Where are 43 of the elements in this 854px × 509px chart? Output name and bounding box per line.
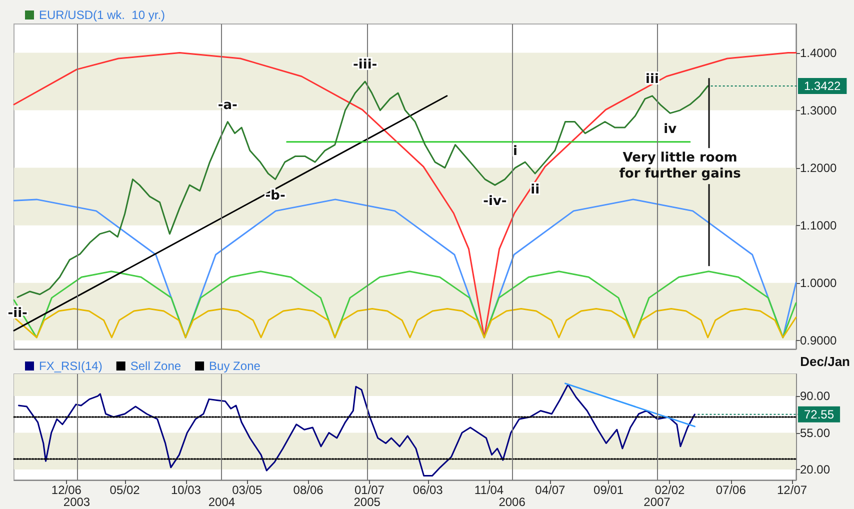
x-tick-label: 10/03 [170, 483, 202, 497]
y-tick-label: 1.3000 [800, 103, 838, 118]
x-tick-label: 11/04 [474, 483, 504, 497]
x-tick-label: 04/07 [535, 483, 566, 497]
annotation: iv [664, 122, 678, 138]
x-tick-label: 07/06 [716, 483, 746, 497]
annotation: -iv- [483, 194, 507, 210]
ref-line-label: 2006 [498, 495, 526, 509]
legend-label: Buy Zone [209, 359, 261, 373]
y-tick-label: 1.4000 [800, 46, 838, 60]
annotation: Very little room for further gains [619, 150, 742, 182]
ref-line-label: 2004 [208, 495, 236, 509]
x-tick-label: 03/05 [232, 483, 262, 497]
y-tick-label: 55.00 [800, 426, 830, 440]
ref-line-label: 2007 [644, 495, 671, 509]
ref-line-label: 2005 [354, 495, 381, 509]
x-tick-label: 06/03 [412, 483, 444, 497]
legend-label: FX_RSI(14) [39, 359, 102, 373]
annotation: iii [646, 72, 659, 87]
y-tick-label: 0.9000 [800, 333, 838, 348]
ref-line-label: 2003 [63, 495, 90, 509]
x-tick-label: 12/06 [51, 483, 82, 497]
annotation: i [512, 144, 518, 159]
x-tick-label: 01/07 [354, 483, 385, 497]
y-tick-label: 1.1000 [800, 218, 838, 232]
annotation: 1.3422 [804, 79, 842, 94]
legend-label: Sell Zone [130, 359, 182, 373]
annotation: -b- [265, 188, 286, 204]
x-tick-label: 08/06 [293, 483, 324, 497]
x-tick-label: 05/02 [110, 483, 140, 497]
annotation: -iii- [353, 58, 378, 73]
y-tick-label: 1.2000 [800, 160, 838, 175]
annotation: -a- [218, 98, 238, 113]
x-tick-label: 09/01 [594, 483, 624, 497]
y-tick-label: 90.00 [800, 389, 830, 404]
annotation: ii [530, 182, 540, 198]
annotation: 72.55 [804, 407, 834, 422]
x-tick-label: 12/07 [777, 483, 808, 497]
legend-label: EUR/USD(1 wk. 10 yr.) [39, 8, 166, 22]
text: Dec/Jan [800, 354, 850, 369]
x-tick-label: 02/02 [654, 483, 686, 497]
y-tick-label: 20.00 [800, 462, 830, 477]
y-tick-label: 1.0000 [800, 276, 838, 290]
